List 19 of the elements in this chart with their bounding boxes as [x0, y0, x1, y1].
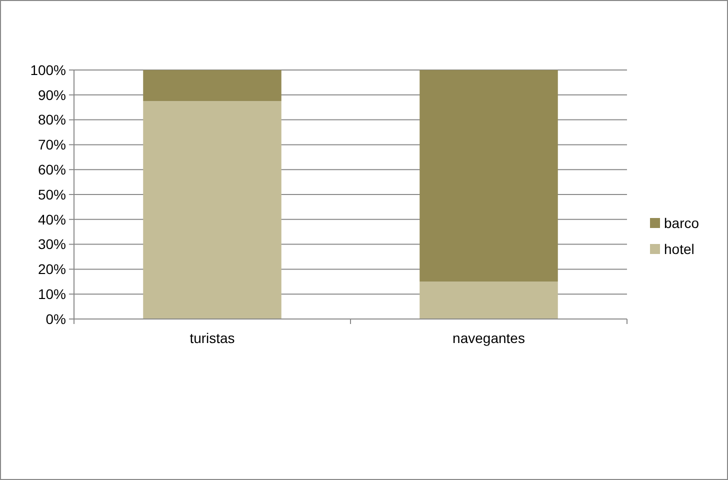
- legend-label: barco: [664, 214, 700, 231]
- y-tick-label: 20%: [38, 261, 66, 278]
- y-tick-label: 0%: [46, 310, 66, 327]
- y-tick-label: 40%: [38, 211, 66, 228]
- y-tick-label: 100%: [30, 62, 66, 78]
- y-tick-label: 60%: [38, 162, 66, 178]
- y-tick-label: 10%: [38, 286, 66, 302]
- bar: [143, 101, 282, 319]
- x-tick-label: turistas: [190, 330, 235, 346]
- legend-label: hotel: [664, 240, 694, 257]
- y-tick-label: 50%: [38, 186, 66, 202]
- y-tick-label: 30%: [38, 236, 66, 252]
- y-tick-label: 70%: [38, 136, 66, 153]
- bar: [143, 70, 282, 102]
- x-tick-label: navegantes: [452, 330, 525, 346]
- bar: [420, 70, 558, 282]
- y-tick-label: 80%: [38, 112, 66, 128]
- bar: [420, 282, 558, 319]
- y-tick-label: 90%: [38, 86, 66, 103]
